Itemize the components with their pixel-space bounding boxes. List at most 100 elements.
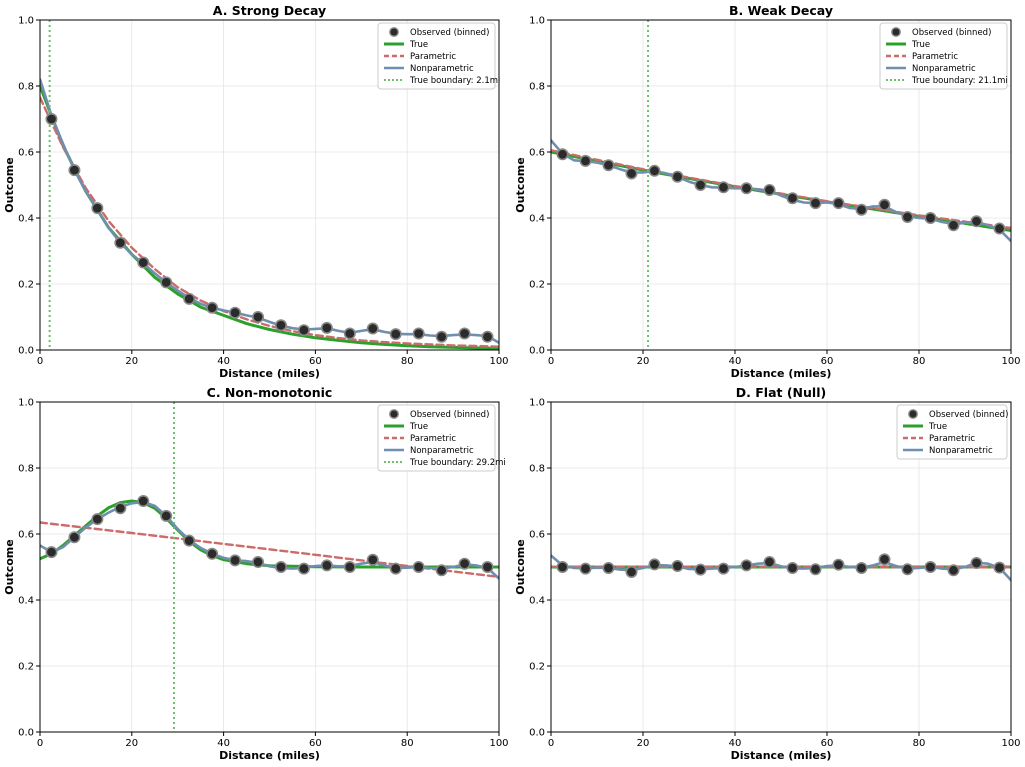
observed-point — [91, 513, 104, 526]
observed-point — [717, 181, 730, 194]
legend-label: True — [928, 422, 947, 432]
observed-point — [252, 310, 265, 323]
axes-frame — [550, 401, 1012, 733]
chart-title: D. Flat (Null) — [736, 385, 826, 400]
observed-point — [763, 556, 776, 569]
y-tick-label: 0.4 — [18, 596, 34, 607]
y-tick-label: 0.0 — [529, 346, 545, 357]
observed-point — [343, 327, 356, 340]
chart-title: C. Non-monotonic — [207, 385, 333, 400]
observed-point — [694, 179, 707, 192]
x-tick-label: 0 — [548, 356, 554, 367]
y-tick-label: 0.6 — [529, 148, 545, 159]
observed-point — [602, 561, 615, 574]
observed-point — [274, 319, 287, 332]
observed-point — [993, 561, 1006, 574]
observed-point — [458, 557, 471, 570]
y-tick-label: 0.6 — [18, 530, 34, 541]
y-tick-label: 0.0 — [18, 346, 34, 357]
observed-point — [924, 560, 937, 573]
observed-point — [602, 159, 615, 172]
y-tick-label: 1.0 — [18, 398, 34, 409]
observed-point — [297, 562, 310, 575]
x-axis-label: Distance (miles) — [219, 367, 320, 380]
observed-point — [671, 560, 684, 573]
legend-box — [879, 22, 1008, 90]
legend-label: Nonparametric — [929, 446, 993, 456]
observed-point — [389, 562, 402, 575]
observed-point — [114, 236, 127, 249]
y-axis-label: Outcome — [3, 157, 16, 212]
observed-point — [343, 560, 356, 573]
observed-point — [832, 197, 845, 210]
x-tick-label: 40 — [217, 356, 230, 367]
observed-point — [947, 564, 960, 577]
observed-point — [435, 564, 448, 577]
nonparametric-line — [40, 78, 499, 344]
y-tick-label: 0.6 — [529, 530, 545, 541]
legend-marker-observed — [389, 27, 399, 37]
plot-area — [40, 402, 499, 732]
legend-label: Observed (binned) — [912, 28, 991, 38]
observed-point — [274, 560, 287, 573]
legend-marker-observed — [389, 409, 399, 419]
observed-point — [648, 164, 661, 177]
x-axis-label: Distance (miles) — [731, 749, 832, 762]
observed-point — [809, 563, 822, 576]
legend-label: Nonparametric — [410, 64, 474, 74]
y-axis-label: Outcome — [3, 539, 16, 594]
observed-point — [740, 559, 753, 572]
x-tick-label: 40 — [729, 356, 742, 367]
observed-point — [183, 292, 196, 305]
x-tick-label: 100 — [1001, 738, 1020, 749]
observed-point — [412, 560, 425, 573]
observed-point — [183, 534, 196, 547]
observed-point — [993, 222, 1006, 235]
observed-point — [160, 276, 173, 289]
legend-label: True boundary: 29.2mi — [409, 458, 506, 468]
observed-point — [206, 547, 219, 560]
observed-point — [389, 328, 402, 341]
y-tick-label: 0.0 — [18, 728, 34, 739]
observed-point — [556, 560, 569, 573]
legend-label: Observed (binned) — [410, 28, 489, 38]
observed-point — [625, 565, 638, 578]
plot-area — [551, 553, 1011, 582]
chart-title: A. Strong Decay — [213, 3, 326, 18]
x-tick-label: 60 — [309, 356, 322, 367]
observed-point — [855, 561, 868, 574]
legend: Observed (binned) True Parametric Nonparame… — [377, 404, 506, 472]
x-tick-label: 60 — [821, 738, 834, 749]
observed-point — [786, 192, 799, 205]
observed-point — [68, 531, 81, 544]
observed-point — [763, 183, 776, 196]
observed-point — [694, 563, 707, 576]
observed-point — [970, 557, 983, 570]
observed-point — [435, 330, 448, 343]
observed-point — [648, 558, 661, 571]
observed-point — [809, 197, 822, 210]
x-tick-label: 80 — [401, 356, 414, 367]
panel-1: 0 20 40 60 80 100 0.0 0.2 0.4 0.6 0.8 1.0 A. Strong … — [3, 3, 509, 380]
observed-point — [68, 164, 81, 177]
observed-point — [970, 215, 983, 228]
y-tick-label: 0.4 — [529, 596, 545, 607]
axes-frame — [39, 19, 500, 351]
observed-point — [740, 182, 753, 195]
y-tick-label: 0.2 — [529, 280, 545, 291]
y-tick-label: 0.8 — [529, 464, 545, 475]
observed-point — [137, 494, 150, 507]
panel-2: 0 20 40 60 80 100 0.0 0.2 0.4 0.6 0.8 1.0 B. Weak De… — [514, 3, 1021, 380]
y-tick-label: 0.2 — [529, 662, 545, 673]
observed-point — [481, 330, 494, 343]
observed-point — [671, 170, 684, 183]
nonparametric-line — [40, 500, 499, 580]
y-tick-label: 0.4 — [18, 214, 34, 225]
parametric-line — [551, 149, 1011, 230]
x-tick-label: 80 — [913, 356, 926, 367]
y-tick-label: 0.2 — [18, 280, 34, 291]
x-tick-label: 80 — [913, 738, 926, 749]
y-tick-label: 0.8 — [18, 464, 34, 475]
parametric-line — [40, 96, 499, 348]
true-line — [40, 84, 499, 350]
